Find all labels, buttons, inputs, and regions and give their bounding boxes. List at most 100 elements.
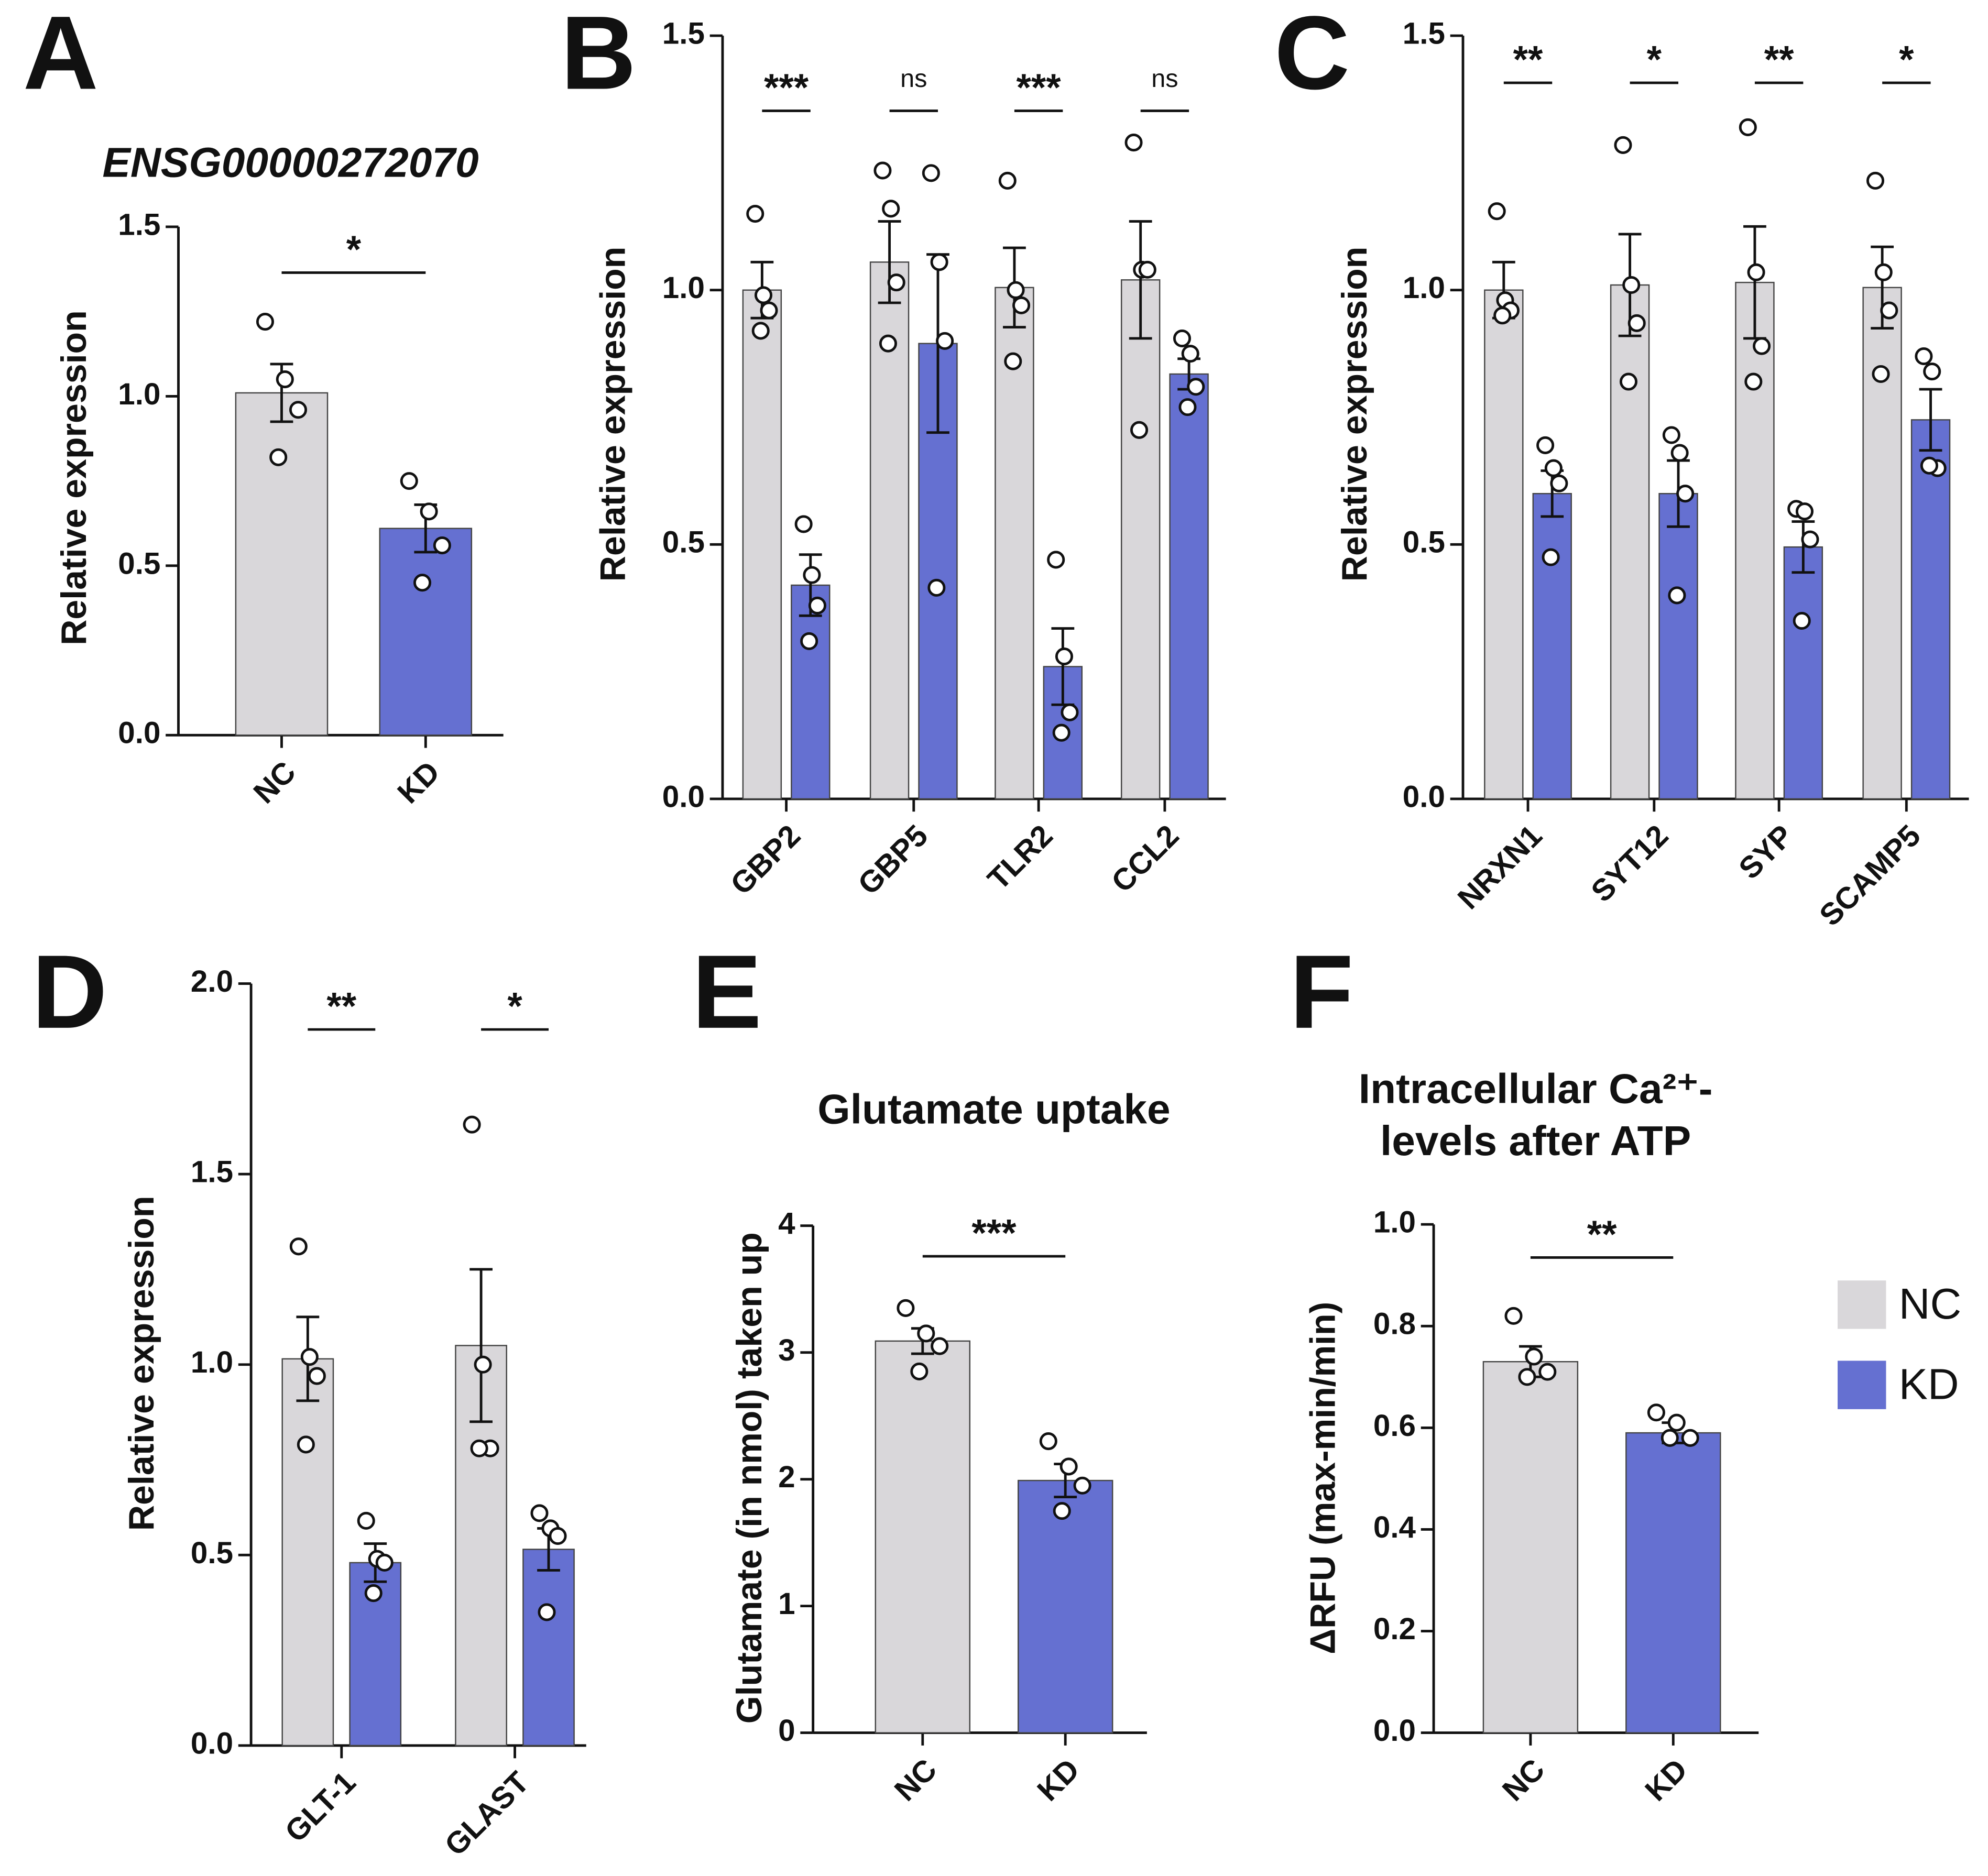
data-point [1872,365,1890,383]
bar [1482,1361,1579,1734]
significance-label: * [1899,38,1914,81]
data-point [1662,426,1680,444]
data-point [800,632,818,650]
y-tick-label: 3 [778,1333,795,1367]
significance-label: * [507,985,522,1027]
y-axis-label: Glutamate (in nmol) taken up [729,1232,769,1724]
bar [742,289,782,800]
data-point [1670,444,1689,462]
data-point [1012,296,1031,314]
data-point [413,574,432,592]
bar [1658,492,1698,800]
data-point [922,164,940,182]
x-tick-label: GBP2 [724,818,807,901]
y-axis-label: Relative expression [593,247,633,582]
data-point [1004,352,1022,370]
x-tick-label: SCAMP5 [1813,818,1927,932]
data-point [1647,1403,1665,1422]
data-point [1124,134,1143,152]
data-point [297,1435,315,1454]
data-point [256,313,274,331]
x-tick-label: NRXN1 [1451,818,1549,916]
bar [1735,281,1775,800]
significance-label: *** [764,67,809,109]
x-tick-label: KD [391,755,446,810]
data-point [887,273,905,292]
y-tick-label: 1.5 [191,1155,233,1189]
y-tick-label: 0.5 [118,546,160,580]
data-point [1073,1476,1091,1495]
x-tick-label: KD [1639,1752,1694,1808]
y-tick-label: 0.0 [191,1726,233,1760]
data-point [1542,548,1560,566]
data-point [879,334,897,353]
y-tick-label: 0.4 [1373,1510,1416,1544]
data-point [549,1527,567,1545]
bar [1862,287,1902,800]
data-point [931,1337,949,1355]
data-point [276,370,294,389]
y-tick-label: 0.0 [662,780,705,814]
data-point [1181,345,1199,363]
y-axis-label: Relative expression [54,310,94,645]
legend-swatch [1838,1361,1886,1409]
significance-label: *** [971,1212,1017,1254]
data-point [300,1348,319,1366]
significance-label: *** [1017,67,1062,109]
y-tick-label: 2.0 [191,964,233,999]
data-point [1130,421,1149,439]
significance-label: ** [1587,1213,1617,1256]
data-point [1619,372,1637,391]
data-point [1668,586,1686,605]
bar [1532,492,1572,800]
data-point [1614,136,1632,154]
data-point [936,332,954,350]
data-point [470,1439,488,1457]
data-point [463,1115,481,1134]
data-point [1059,1457,1078,1476]
data-point [1676,485,1695,503]
y-tick-label: 1.0 [118,377,160,411]
bar [1169,373,1209,800]
data-point [1627,314,1646,332]
data-point [1880,301,1898,320]
data-point [882,200,900,218]
legend-label: NC [1899,1279,1961,1328]
data-point [269,448,288,466]
y-tick-label: 0.0 [118,716,160,750]
data-point [1187,378,1205,396]
data-point [1052,723,1071,742]
x-tick-label: SYT12 [1585,818,1675,908]
data-point [1544,459,1563,477]
y-tick-label: 1.5 [118,207,160,242]
chart-title: Glutamate uptake [817,1085,1170,1133]
data-point [1866,171,1885,190]
bar [1017,1479,1113,1734]
data-point [897,1299,915,1317]
y-tick-label: 0.0 [1373,1714,1416,1748]
data-point [910,1362,929,1380]
data-point [1053,1502,1071,1520]
data-point [1622,276,1641,294]
data-point [1138,260,1156,279]
data-point [917,1324,935,1343]
data-point [746,205,764,223]
y-axis-label: Relative expression [1335,247,1374,582]
data-point [1061,703,1079,721]
x-tick-label: CCL2 [1105,818,1186,899]
data-point [1915,347,1933,366]
data-point [873,161,892,180]
data-point [1047,551,1065,569]
data-point [1744,372,1763,391]
data-point [375,1553,394,1572]
y-tick-label: 0.5 [662,525,705,559]
x-tick-label: TLR2 [981,818,1059,896]
panel-letter: B [561,0,636,111]
y-tick-label: 1.0 [191,1345,233,1379]
data-point [1661,1429,1679,1447]
bar [235,392,329,736]
data-point [1747,263,1765,281]
panel-letter: A [23,0,99,111]
bar [1910,419,1951,800]
data-point [803,566,821,584]
